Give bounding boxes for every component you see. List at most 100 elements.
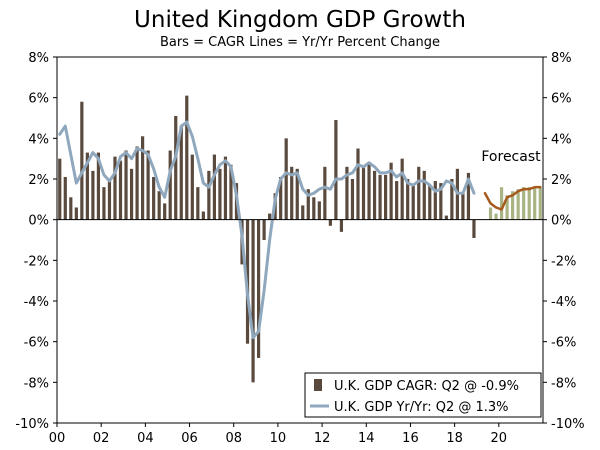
- cagr-bar: [113, 156, 117, 220]
- cagr-bar: [406, 179, 410, 220]
- cagr-bar: [207, 170, 211, 220]
- y-tick-label-right: 4%: [551, 132, 572, 147]
- x-tick-label: 10: [270, 431, 287, 446]
- cagr-bar: [135, 146, 139, 220]
- cagr-bar: [96, 152, 101, 220]
- forecast-bar: [499, 187, 504, 220]
- cagr-bar: [361, 166, 366, 220]
- cagr-bar: [223, 156, 228, 220]
- x-tick-label: 16: [402, 431, 419, 446]
- yoy-line: [58, 120, 476, 340]
- y-tick-label-left: -8%: [24, 376, 49, 391]
- cagr-bar: [69, 197, 73, 220]
- cagr-bar: [428, 185, 432, 220]
- cagr-bar: [433, 181, 437, 220]
- forecast-bar: [533, 187, 537, 220]
- x-tick-label: 02: [93, 431, 110, 446]
- cagr-bar: [141, 136, 145, 220]
- cagr-bar: [85, 152, 89, 220]
- cagr-bar: [91, 170, 95, 220]
- cagr-bar: [461, 193, 465, 220]
- cagr-bar: [444, 215, 448, 220]
- cagr-bar: [251, 219, 255, 383]
- cagr-bar: [439, 183, 443, 220]
- y-tick-label-left: 2%: [28, 173, 49, 188]
- x-tick-label: 08: [225, 431, 242, 446]
- cagr-bar: [372, 170, 377, 220]
- cagr-bar: [290, 166, 294, 220]
- x-tick-label: 12: [314, 431, 331, 446]
- y-tick-label-right: 8%: [551, 51, 572, 66]
- y-tick-label-left: 4%: [28, 132, 49, 147]
- y-tick-label-left: 6%: [28, 92, 49, 107]
- legend-box: [304, 372, 542, 418]
- forecast-bar: [488, 207, 493, 220]
- legend-label: U.K. GDP Yr/Yr: Q2 @ 1.3%: [334, 400, 509, 415]
- x-tick-label: 00: [49, 431, 66, 446]
- cagr-bars: [58, 95, 542, 383]
- legend: U.K. GDP CAGR: Q2 @ -0.9% U.K. GDP Yr/Yr:…: [304, 372, 542, 418]
- x-tick-label: 14: [358, 431, 375, 446]
- cagr-bar: [58, 158, 62, 220]
- cagr-bar: [268, 213, 272, 220]
- cagr-bar: [256, 219, 261, 358]
- legend-label: U.K. GDP CAGR: Q2 @ -0.9%: [334, 379, 519, 394]
- chart-title: United Kingdom GDP Growth: [134, 7, 466, 33]
- yoy-lines: [58, 120, 542, 340]
- y-tick-label-left: 0%: [28, 214, 49, 229]
- y-tick-label-right: 0%: [551, 214, 572, 229]
- cagr-bar: [389, 162, 393, 220]
- cagr-bar: [201, 211, 205, 220]
- cagr-bar: [317, 201, 321, 220]
- forecast-bar: [527, 187, 531, 220]
- y-tick-label-left: -6%: [24, 336, 49, 351]
- cagr-bar: [102, 187, 106, 220]
- cagr-bar: [450, 179, 454, 220]
- cagr-bar: [124, 150, 128, 220]
- y-tick-label-left: -4%: [24, 295, 49, 310]
- forecast-bar: [516, 189, 520, 220]
- cagr-bar: [306, 189, 310, 220]
- cagr-bar: [63, 176, 67, 220]
- y-tick-label-right: -10%: [551, 417, 585, 432]
- axes: 8% 8% 6% 6% 4% 4% 2% 2% 0% 0% -2% -2% -4% -4% -6% -6% -8…: [15, 51, 584, 446]
- plot-area: [56, 56, 544, 424]
- cagr-bar: [74, 207, 78, 220]
- cagr-bar: [395, 181, 399, 220]
- forecast-annotation: Forecast: [481, 149, 541, 165]
- cagr-bar: [356, 148, 360, 220]
- x-tick-label: 20: [491, 431, 508, 446]
- cagr-bar: [279, 176, 283, 220]
- y-tick-label-left: -10%: [15, 417, 49, 432]
- cagr-bar: [146, 150, 150, 220]
- plot-frame: [56, 56, 544, 424]
- y-tick-label-right: 2%: [551, 173, 572, 188]
- cagr-bar: [328, 219, 332, 226]
- cagr-bar: [190, 154, 194, 220]
- cagr-bar: [295, 168, 299, 220]
- cagr-bar: [179, 126, 183, 220]
- cagr-bar: [378, 174, 382, 220]
- cagr-bar: [334, 120, 338, 220]
- chart-subtitle: Bars = CAGR Lines = Yr/Yr Percent Change: [160, 35, 440, 50]
- cagr-bar: [212, 154, 216, 220]
- forecast-bar: [511, 191, 515, 220]
- cagr-bar: [422, 170, 426, 220]
- cagr-bar: [174, 115, 178, 220]
- cagr-bar: [472, 219, 476, 238]
- cagr-bar: [367, 162, 371, 220]
- forecast-bar: [538, 187, 542, 220]
- cagr-bar: [163, 203, 167, 220]
- y-tick-label-left: 8%: [28, 51, 49, 66]
- x-tick-label: 06: [181, 431, 198, 446]
- y-tick-label-left: -2%: [24, 254, 49, 269]
- cagr-bar: [345, 166, 349, 220]
- y-tick-label-right: -6%: [551, 336, 576, 351]
- cagr-bar: [262, 219, 266, 240]
- cagr-bar: [466, 172, 471, 220]
- cagr-bar: [400, 158, 404, 220]
- y-tick-label-right: -2%: [551, 254, 576, 269]
- cagr-bar: [339, 219, 344, 232]
- cagr-bar: [185, 95, 189, 220]
